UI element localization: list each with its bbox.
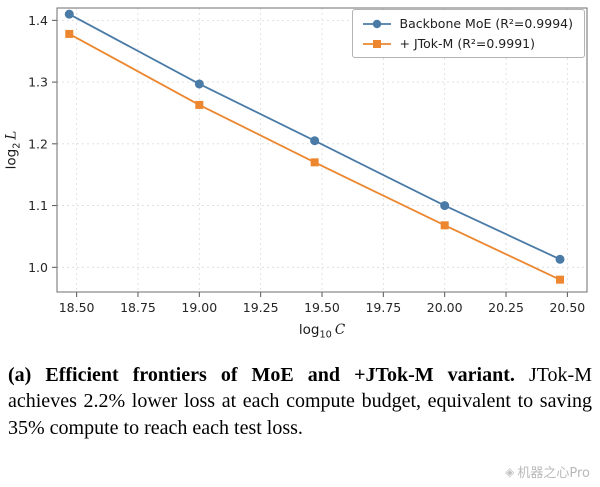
svg-text:1.2: 1.2 bbox=[28, 136, 48, 151]
svg-text:1.0: 1.0 bbox=[28, 260, 48, 275]
watermark: ◈ 机器之心Pro bbox=[505, 462, 590, 482]
legend-label: + JTok-M (R²=0.9991) bbox=[399, 36, 535, 51]
svg-text:19.75: 19.75 bbox=[365, 300, 401, 315]
legend-square-marker-icon bbox=[362, 39, 391, 48]
svg-text:18.75: 18.75 bbox=[120, 300, 156, 315]
svg-text:1.4: 1.4 bbox=[28, 13, 48, 28]
svg-text:19.50: 19.50 bbox=[304, 300, 340, 315]
y-axis-label: log2L bbox=[3, 130, 23, 170]
svg-text:20.00: 20.00 bbox=[427, 300, 463, 315]
watermark-logo-icon: ◈ bbox=[505, 464, 515, 479]
svg-text:19.25: 19.25 bbox=[243, 300, 279, 315]
legend-entry: + JTok-M (R²=0.9991) bbox=[362, 36, 573, 51]
figure-caption: (a) Efficient frontiers of MoE and +JTok… bbox=[8, 362, 592, 441]
loss-scaling-chart: 18.50 18.75 19.00 19.25 19.50 19.75 20.00 20.25… bbox=[3, 7, 588, 341]
svg-text:19.00: 19.00 bbox=[181, 300, 217, 315]
legend-entry: Backbone MoE (R²=0.9994) bbox=[362, 16, 573, 31]
chart-legend: Backbone MoE (R²=0.9994) + JTok-M (R²=0.9… bbox=[351, 9, 585, 58]
caption-bold-lead: (a) Efficient frontiers of MoE and +JTok… bbox=[8, 364, 515, 386]
chart-canvas: 18.50 18.75 19.00 19.25 19.50 19.75 20.00 20.25… bbox=[28, 7, 588, 315]
legend-label: Backbone MoE (R²=0.9994) bbox=[399, 16, 573, 31]
watermark-text: 机器之心Pro bbox=[517, 466, 590, 481]
svg-text:1.3: 1.3 bbox=[28, 75, 48, 90]
legend-circle-marker-icon bbox=[362, 19, 391, 28]
x-axis-label: log10 C bbox=[298, 322, 346, 341]
svg-text:20.50: 20.50 bbox=[549, 300, 585, 315]
svg-text:1.1: 1.1 bbox=[28, 198, 48, 213]
svg-text:18.50: 18.50 bbox=[59, 300, 95, 315]
svg-text:20.25: 20.25 bbox=[488, 300, 524, 315]
caption-body: JTok-M achieves 2.2% lower loss at each … bbox=[8, 364, 592, 439]
